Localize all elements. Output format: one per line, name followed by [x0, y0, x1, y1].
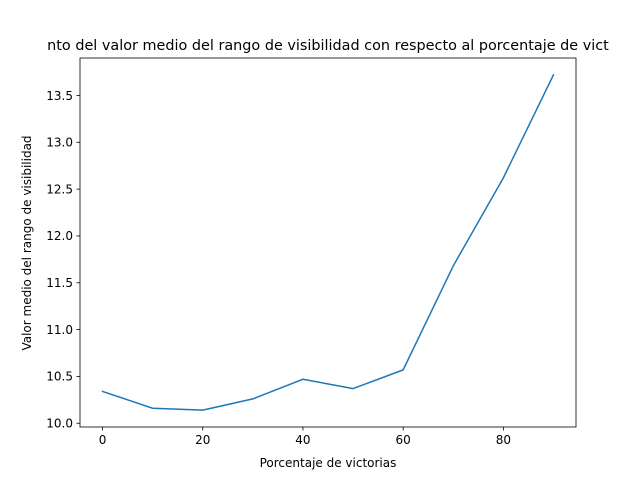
y-axis-ticks: 10.0 10.5 11.0 11.5 12.0 12.5 13.0 13.5 [46, 89, 80, 431]
y-tick-label: 13.0 [46, 136, 73, 150]
y-tick-label: 11.0 [46, 323, 73, 337]
y-axis-label: Valor medio del rango de visibilidad [20, 135, 34, 350]
y-tick-label: 10.5 [46, 370, 73, 384]
series-layer [101, 73, 555, 411]
x-tick-label: 20 [195, 433, 210, 447]
y-tick-label: 10.0 [46, 417, 73, 431]
x-tick-label: 0 [99, 433, 107, 447]
chart-title: nto del valor medio del rango de visibil… [47, 38, 609, 54]
axes-frame [79, 57, 577, 428]
x-axis-ticks: 0 20 40 60 80 [99, 427, 511, 447]
y-tick-label: 11.5 [46, 276, 73, 290]
x-tick-label: 60 [396, 433, 411, 447]
y-tick-label: 12.0 [46, 229, 73, 243]
x-tick-label: 80 [496, 433, 511, 447]
y-tick-label: 12.5 [46, 182, 73, 196]
x-axis-label: Porcentaje de victorias [260, 456, 397, 470]
series-line [101, 73, 555, 411]
y-tick-label: 13.5 [46, 89, 73, 103]
x-tick-label: 40 [295, 433, 310, 447]
